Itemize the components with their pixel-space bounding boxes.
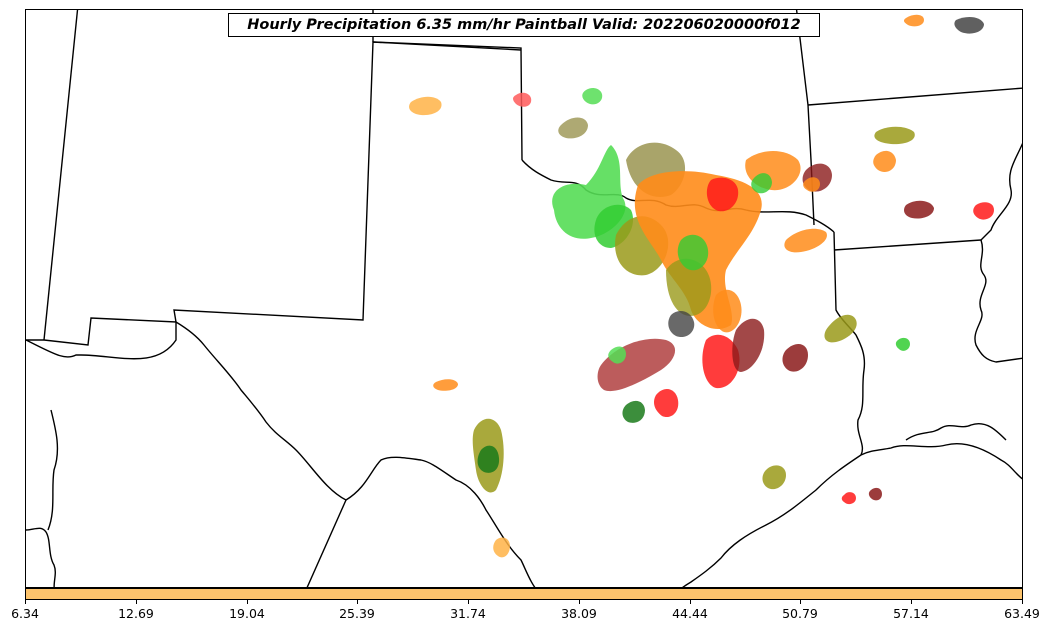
- colorbar-tick-mark: [357, 600, 358, 604]
- blob-orange-east: [784, 228, 827, 253]
- colorbar-tick-label: 31.74: [450, 606, 486, 621]
- colorbar-tick-label: 38.09: [561, 606, 597, 621]
- blob-orange-west: [433, 379, 458, 391]
- blob-khaki-north: [558, 117, 588, 139]
- colorbar-tick-mark: [579, 600, 580, 604]
- blob-darkred-east: [782, 343, 808, 372]
- map-panel: [25, 9, 1023, 588]
- blob-darkgreen-se: [622, 400, 645, 423]
- border-texas-coast: [682, 454, 862, 587]
- colorbar-tick-label: 25.39: [339, 606, 375, 621]
- colorbar: [25, 588, 1023, 600]
- blob-light-orange-se: [493, 537, 510, 558]
- colorbar-tick-label: 57.14: [893, 606, 929, 621]
- map-title: Hourly Precipitation 6.35 mm/hr Paintbal…: [228, 13, 820, 37]
- border-tx-la: [833, 231, 866, 456]
- border-louisiana-coast: [905, 423, 1007, 441]
- colorbar-tick-mark: [247, 600, 248, 604]
- border-chihuahua-sonora: [47, 409, 59, 531]
- border-ar-la: [833, 239, 982, 251]
- blob-olive-east: [824, 314, 857, 343]
- colorbar-tick-label: 19.04: [229, 606, 265, 621]
- blob-red-se: [654, 388, 679, 418]
- blob-orange-south: [713, 289, 742, 333]
- blob-green-ne: [751, 173, 772, 194]
- colorbar-tick-label: 63.49: [1004, 606, 1040, 621]
- border-ms-river-north: [980, 142, 1022, 241]
- colorbar-tick-mark: [1022, 600, 1023, 604]
- blob-red-ne2: [973, 202, 994, 220]
- border-mississippi: [974, 239, 1022, 363]
- colorbar-tick-mark: [136, 600, 137, 604]
- border-nm-west: [43, 10, 79, 341]
- colorbar-tick-label: 44.44: [672, 606, 708, 621]
- border-nm-south: [43, 41, 522, 346]
- colorbar-tick-mark: [25, 600, 26, 604]
- border-coahuila: [306, 499, 347, 587]
- blob-green-stripe: [677, 234, 709, 271]
- colorbar-tick-label: 12.69: [118, 606, 154, 621]
- blob-darkred-ne2: [904, 200, 934, 219]
- border-rio-grande: [26, 320, 536, 587]
- blob-darkred-band: [732, 318, 765, 372]
- border-oklahoma-panhandle: [372, 41, 523, 161]
- blob-darkred-gulf: [868, 487, 882, 501]
- map-canvas: [26, 10, 1022, 587]
- border-mo-ar: [807, 87, 1022, 106]
- blob-olive-ne1: [874, 126, 915, 145]
- colorbar-tick-mark: [690, 600, 691, 604]
- blob-olive-core: [666, 258, 712, 316]
- blob-red-core: [706, 177, 739, 212]
- blob-gray-south: [668, 310, 695, 338]
- colorbar-tick-mark: [911, 600, 912, 604]
- blob-orange-top: [903, 14, 924, 27]
- blob-darkgreen-sw: [477, 445, 500, 473]
- blob-olive-coast: [762, 465, 786, 490]
- blob-light-orange-nw: [409, 96, 442, 116]
- blob-coral-north: [513, 92, 532, 107]
- blob-darkred-sw: [597, 338, 676, 392]
- border-gulf-coast: [860, 443, 1022, 480]
- colorbar-tick-label: 6.34: [11, 606, 39, 621]
- border-ok-ar: [795, 10, 815, 226]
- blob-green-east: [895, 337, 910, 351]
- precip-blobs: [409, 14, 994, 558]
- blob-light-green-tx: [608, 346, 626, 364]
- colorbar-tick-mark: [800, 600, 801, 604]
- blob-light-green-north: [582, 87, 603, 105]
- border-mexico-west: [26, 527, 56, 587]
- colorbar-tick-label: 50.79: [782, 606, 818, 621]
- blob-red-gulf: [841, 492, 856, 505]
- blob-red-south: [702, 334, 740, 389]
- colorbar-tick-mark: [468, 600, 469, 604]
- blob-orange-ne1: [873, 150, 896, 172]
- blob-gray-ne: [954, 16, 984, 34]
- blob-orange-ar: [803, 177, 820, 192]
